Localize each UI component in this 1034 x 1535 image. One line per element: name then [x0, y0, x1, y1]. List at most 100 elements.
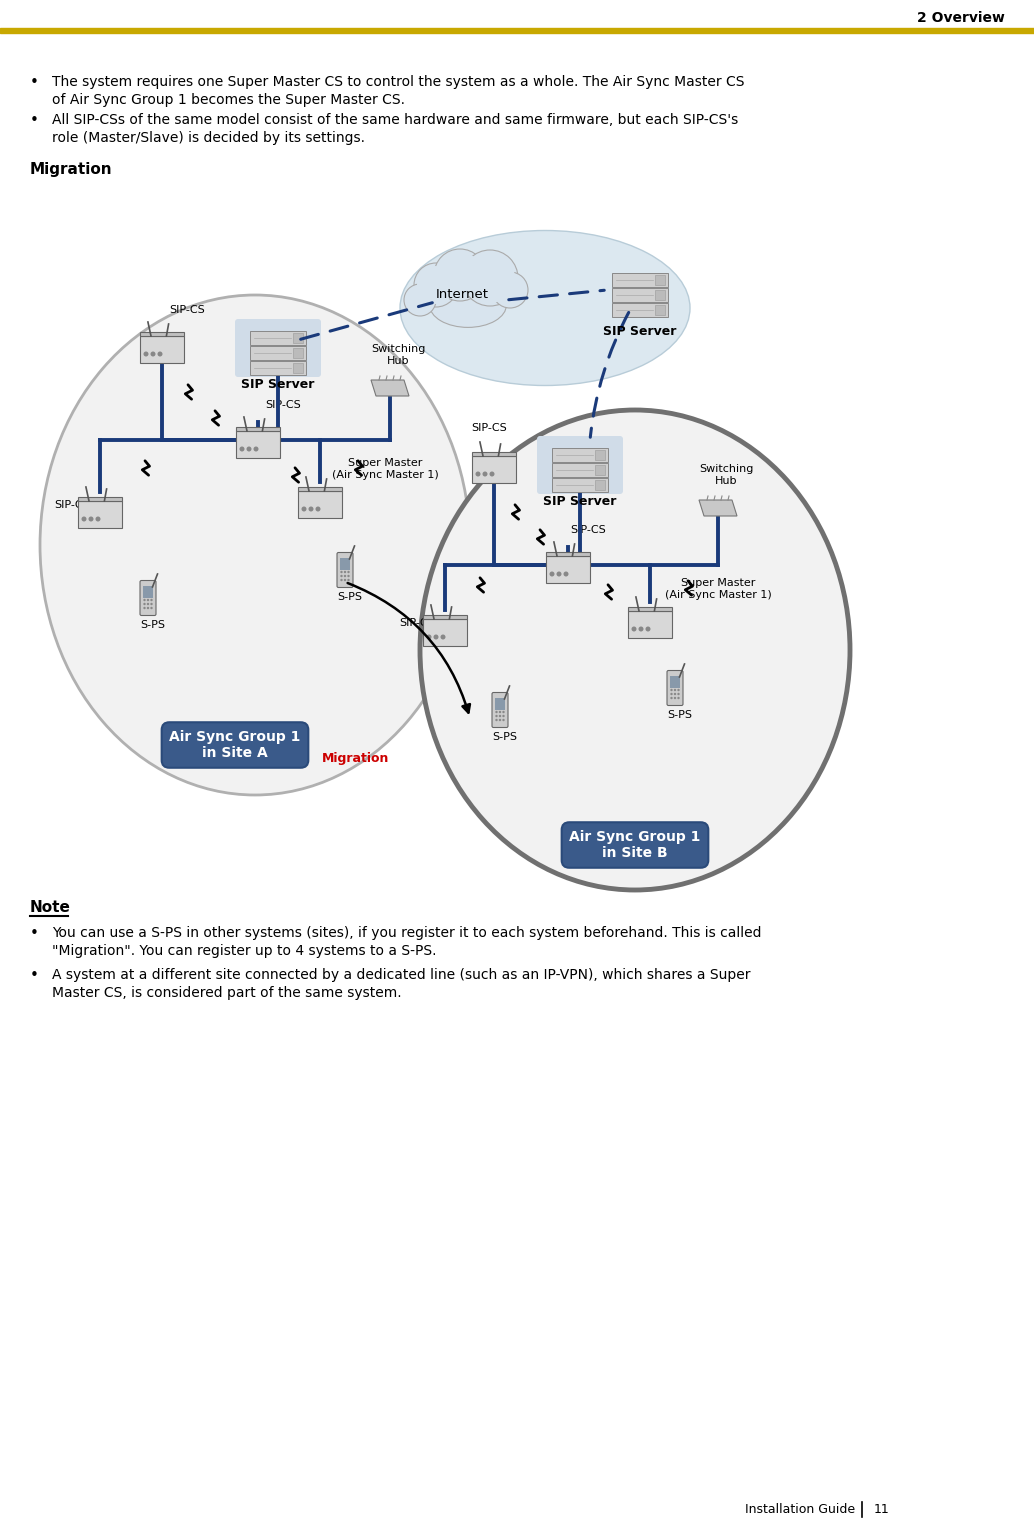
FancyBboxPatch shape: [235, 319, 321, 378]
Circle shape: [503, 715, 505, 717]
Circle shape: [503, 711, 505, 714]
FancyBboxPatch shape: [495, 697, 505, 709]
FancyBboxPatch shape: [655, 290, 665, 301]
FancyBboxPatch shape: [655, 305, 665, 315]
Text: All SIP-CSs of the same model consist of the same hardware and same firmware, bu: All SIP-CSs of the same model consist of…: [52, 114, 738, 127]
Circle shape: [498, 718, 501, 721]
Circle shape: [495, 715, 497, 717]
Text: SIP-CS: SIP-CS: [170, 305, 205, 315]
Circle shape: [556, 571, 561, 577]
Text: S-PS: S-PS: [492, 732, 517, 741]
Circle shape: [498, 715, 501, 717]
FancyBboxPatch shape: [670, 675, 680, 688]
Circle shape: [144, 599, 146, 602]
Text: "Migration". You can register up to 4 systems to a S-PS.: "Migration". You can register up to 4 sy…: [52, 944, 436, 958]
FancyBboxPatch shape: [143, 585, 153, 597]
Circle shape: [495, 275, 525, 305]
FancyBboxPatch shape: [612, 289, 668, 302]
Text: Master CS, is considered part of the same system.: Master CS, is considered part of the sam…: [52, 985, 401, 999]
Circle shape: [564, 571, 569, 577]
FancyBboxPatch shape: [293, 333, 303, 344]
FancyBboxPatch shape: [140, 580, 156, 616]
Text: You can use a S-PS in other systems (sites), if you register it to each system b: You can use a S-PS in other systems (sit…: [52, 926, 761, 939]
FancyBboxPatch shape: [612, 304, 668, 318]
FancyBboxPatch shape: [552, 448, 608, 462]
Circle shape: [433, 634, 438, 640]
Circle shape: [483, 471, 487, 476]
Circle shape: [347, 579, 349, 582]
FancyBboxPatch shape: [552, 479, 608, 493]
Circle shape: [639, 626, 643, 631]
Circle shape: [632, 626, 637, 631]
Circle shape: [89, 516, 93, 522]
Text: SIP-CS: SIP-CS: [472, 424, 507, 433]
FancyBboxPatch shape: [78, 497, 122, 500]
Circle shape: [674, 689, 676, 691]
Ellipse shape: [40, 295, 470, 795]
Circle shape: [674, 692, 676, 695]
FancyBboxPatch shape: [293, 364, 303, 373]
Circle shape: [503, 718, 505, 721]
FancyBboxPatch shape: [546, 556, 590, 583]
Polygon shape: [699, 500, 737, 516]
FancyBboxPatch shape: [492, 692, 508, 728]
Circle shape: [404, 284, 436, 316]
Text: Note: Note: [30, 900, 71, 915]
Text: 11: 11: [874, 1503, 889, 1517]
FancyBboxPatch shape: [595, 450, 605, 460]
FancyBboxPatch shape: [595, 480, 605, 490]
Text: Switching
Hub: Switching Hub: [371, 344, 425, 365]
Circle shape: [495, 718, 497, 721]
Text: The system requires one Super Master CS to control the system as a whole. The Ai: The system requires one Super Master CS …: [52, 75, 744, 89]
Text: S-PS: S-PS: [337, 593, 363, 602]
Circle shape: [308, 507, 313, 511]
FancyBboxPatch shape: [667, 671, 683, 706]
FancyBboxPatch shape: [595, 465, 605, 476]
FancyBboxPatch shape: [655, 275, 665, 286]
Text: A system at a different site connected by a dedicated line (such as an IP-VPN), : A system at a different site connected b…: [52, 969, 751, 982]
Text: •: •: [30, 926, 39, 941]
Text: 2 Overview: 2 Overview: [917, 11, 1005, 25]
Circle shape: [240, 447, 244, 451]
Text: SIP-CS: SIP-CS: [570, 525, 606, 536]
Circle shape: [677, 697, 679, 700]
Text: SIP-CS: SIP-CS: [265, 401, 301, 410]
Circle shape: [253, 447, 258, 451]
Bar: [0, 28, 1034, 32]
Circle shape: [645, 626, 650, 631]
FancyBboxPatch shape: [250, 347, 306, 361]
Circle shape: [677, 689, 679, 691]
Circle shape: [462, 250, 518, 305]
Text: •: •: [30, 75, 39, 91]
FancyBboxPatch shape: [612, 273, 668, 287]
FancyBboxPatch shape: [298, 491, 342, 517]
Circle shape: [150, 599, 153, 602]
Circle shape: [95, 516, 100, 522]
FancyBboxPatch shape: [298, 488, 342, 491]
Text: Air Sync Group 1
in Site A: Air Sync Group 1 in Site A: [170, 731, 301, 760]
FancyBboxPatch shape: [546, 553, 590, 556]
Circle shape: [246, 447, 251, 451]
Text: Super Master
(Air Sync Master 1): Super Master (Air Sync Master 1): [332, 459, 438, 480]
Ellipse shape: [420, 410, 850, 890]
Circle shape: [434, 249, 486, 301]
Text: •: •: [30, 114, 39, 127]
Text: Super Master
(Air Sync Master 1): Super Master (Air Sync Master 1): [665, 579, 771, 600]
Circle shape: [151, 352, 155, 356]
Circle shape: [147, 603, 149, 605]
Circle shape: [144, 603, 146, 605]
FancyBboxPatch shape: [423, 619, 467, 646]
Circle shape: [150, 603, 153, 605]
FancyBboxPatch shape: [293, 348, 303, 358]
Circle shape: [147, 606, 149, 609]
FancyBboxPatch shape: [140, 333, 184, 336]
Circle shape: [343, 579, 346, 582]
Circle shape: [150, 606, 153, 609]
Circle shape: [465, 253, 515, 302]
Circle shape: [492, 272, 528, 309]
Circle shape: [347, 571, 349, 573]
Circle shape: [440, 634, 446, 640]
Circle shape: [426, 634, 431, 640]
FancyBboxPatch shape: [552, 464, 608, 477]
Text: Installation Guide: Installation Guide: [744, 1503, 855, 1517]
